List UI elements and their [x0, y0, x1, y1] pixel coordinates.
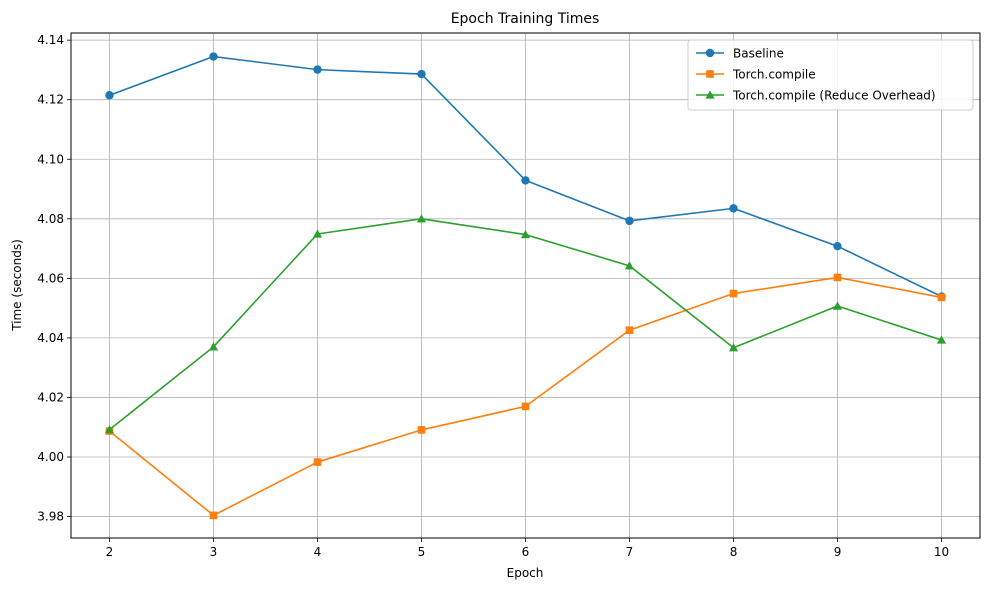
x-tick-label: 6	[522, 545, 530, 559]
legend-box	[687, 39, 974, 111]
x-tick-label: 7	[626, 545, 634, 559]
legend-swatch-marker	[705, 48, 715, 58]
data-point	[416, 214, 427, 223]
data-point	[728, 343, 739, 352]
data-point	[521, 402, 530, 411]
y-tick-label: 4.08	[37, 212, 64, 226]
legend-label: Baseline	[733, 47, 784, 61]
x-tick-label: 9	[834, 545, 842, 559]
x-ticks: 2 3 4 5 6 7 8 9 10	[106, 538, 949, 559]
y-tick-label: 4.02	[37, 390, 64, 404]
series-1	[105, 52, 946, 301]
data-point	[209, 52, 218, 61]
data-point	[833, 273, 842, 282]
data-point	[417, 69, 426, 79]
data-point	[833, 241, 842, 251]
legend: Baseline Torch.compile Torch.compile (Redu…	[687, 39, 974, 111]
data-point	[313, 65, 322, 74]
y-tick-label: 4.04	[37, 331, 64, 345]
data-point	[521, 176, 530, 185]
y-axis-label: Time (seconds)	[10, 239, 24, 332]
series-lines	[104, 52, 947, 520]
data-point	[105, 91, 114, 100]
x-axis-label: Epoch	[507, 566, 544, 580]
legend-swatch-marker	[705, 90, 715, 99]
y-tick-label: 3.98	[37, 510, 64, 524]
data-point	[312, 229, 323, 238]
data-point	[313, 458, 322, 466]
data-point	[209, 511, 218, 520]
x-tick-label: 4	[314, 545, 322, 559]
series-2	[105, 273, 946, 520]
legend-item: Baseline	[696, 47, 784, 61]
data-point	[936, 335, 947, 344]
y-tick-label: 4.00	[37, 450, 64, 464]
data-point	[625, 216, 634, 226]
legend-item: Torch.compile (Reduce Overhead)	[696, 89, 936, 103]
data-point	[729, 204, 738, 213]
data-point	[729, 289, 738, 298]
x-tick-label: 3	[210, 545, 218, 559]
x-tick-label: 10	[934, 545, 949, 559]
legend-label: Torch.compile	[732, 68, 816, 82]
x-tick-label: 8	[730, 545, 738, 559]
series-3	[104, 214, 947, 434]
x-tick-label: 5	[418, 545, 426, 559]
data-point	[937, 293, 946, 302]
data-point	[625, 326, 634, 334]
legend-label: Torch.compile (Reduce Overhead)	[732, 89, 936, 103]
y-tick-label: 4.12	[37, 93, 64, 107]
data-point	[520, 229, 531, 239]
y-tick-label: 4.10	[37, 152, 64, 166]
data-point	[624, 261, 635, 270]
data-point	[104, 425, 115, 434]
data-point	[417, 426, 426, 434]
y-tick-label: 4.14	[37, 33, 64, 47]
data-point	[208, 342, 219, 351]
legend-item: Torch.compile	[696, 68, 816, 82]
legend-swatch-marker	[706, 70, 714, 78]
y-ticks: 3.98 4.00 4.02 4.04 4.06 4.08 4.10 4.12 4.14	[37, 33, 71, 524]
chart-title: Epoch Training Times	[451, 11, 600, 27]
y-tick-label: 4.06	[37, 271, 64, 285]
x-tick-label: 2	[106, 545, 114, 559]
data-point	[832, 301, 843, 310]
